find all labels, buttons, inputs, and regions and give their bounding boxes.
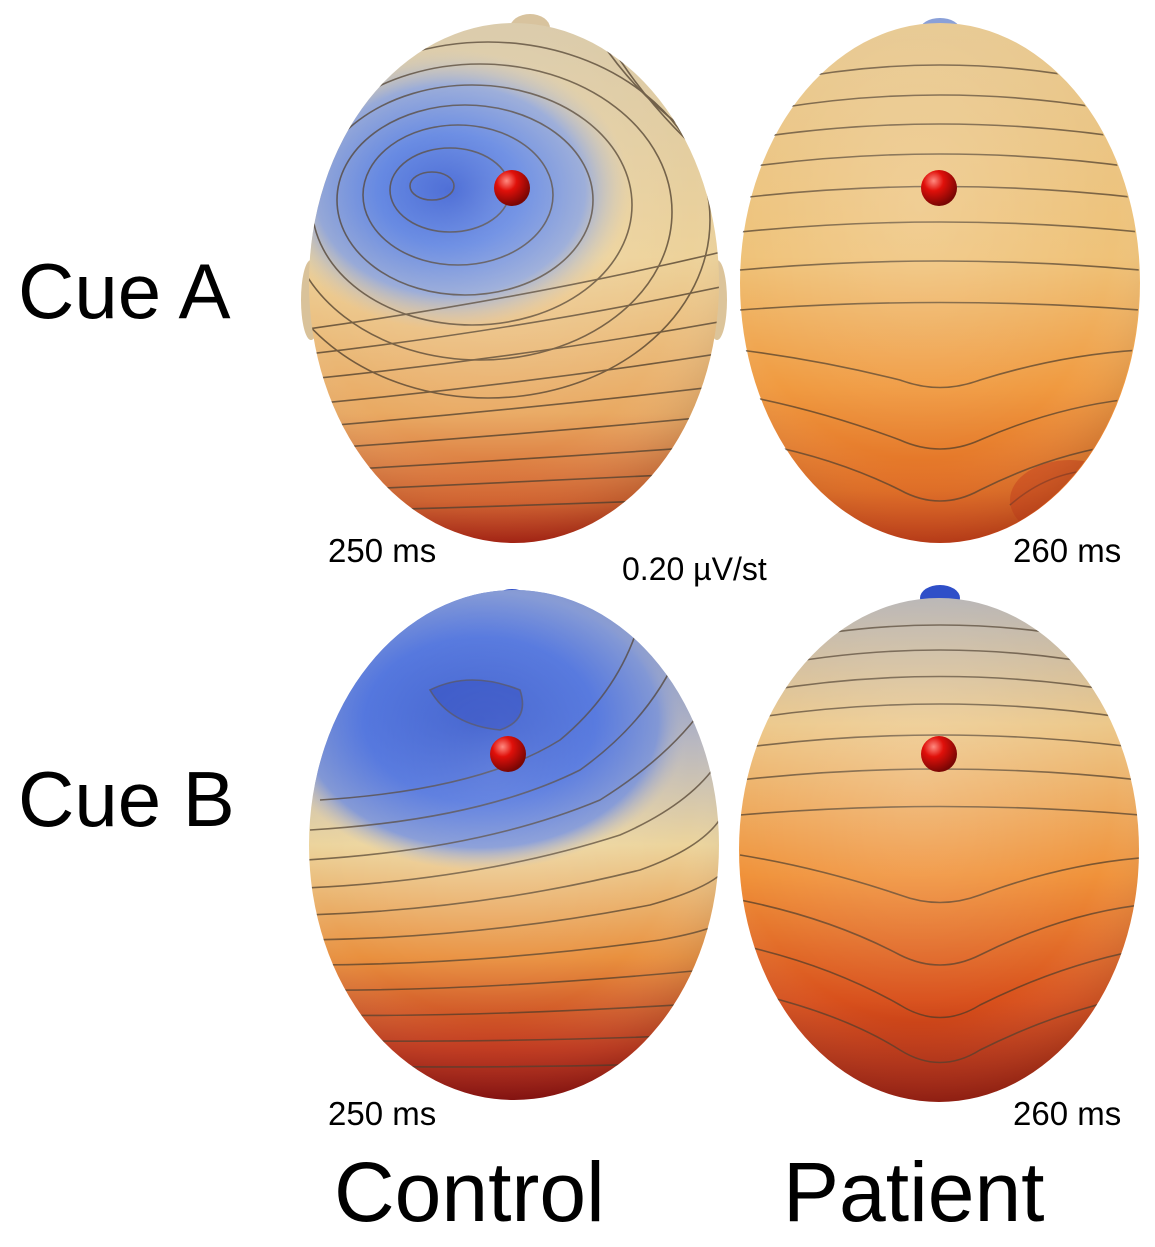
row-label-cue-a: Cue A: [18, 247, 231, 335]
column-label-patient: Patient: [783, 1145, 1045, 1239]
column-label-control: Control: [334, 1145, 605, 1239]
time-label: 250 ms: [328, 532, 437, 569]
electrode-marker: [921, 736, 957, 772]
map-cue-b-patient: [739, 585, 1139, 1102]
map-cue-a-patient: [739, 18, 1140, 543]
row-label-cue-b: Cue B: [18, 755, 235, 843]
electrode-marker: [490, 736, 526, 772]
time-label: 260 ms: [1013, 532, 1122, 569]
electrode-marker: [921, 170, 957, 206]
scale-label: 0.20 µV/st: [622, 551, 767, 587]
map-cue-a-control: [301, 14, 727, 543]
time-label: 250 ms: [328, 1095, 437, 1132]
time-label: 260 ms: [1013, 1095, 1122, 1132]
electrode-marker: [494, 170, 530, 206]
map-cue-b-control: [309, 589, 719, 1100]
